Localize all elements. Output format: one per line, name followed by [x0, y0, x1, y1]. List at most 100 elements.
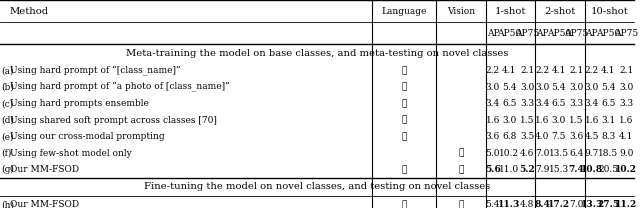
Text: ✓: ✓: [401, 132, 407, 141]
Text: 3.6: 3.6: [570, 132, 584, 141]
Text: 5.4: 5.4: [486, 200, 500, 208]
Text: 18.5: 18.5: [598, 149, 618, 158]
Text: Language: Language: [381, 7, 427, 16]
Text: 5.2: 5.2: [519, 165, 535, 174]
Text: 5.6: 5.6: [485, 165, 501, 174]
Text: Using our cross-modal prompting: Using our cross-modal prompting: [10, 132, 164, 141]
Text: Using hard prompts ensemble: Using hard prompts ensemble: [10, 99, 148, 108]
Text: 8.4: 8.4: [534, 200, 550, 208]
Text: 3.5: 3.5: [520, 132, 534, 141]
Text: 4.1: 4.1: [601, 66, 616, 75]
Text: 3.1: 3.1: [601, 116, 616, 125]
Text: 5.4: 5.4: [552, 83, 566, 92]
Text: 5.4: 5.4: [502, 83, 516, 92]
Text: 7.0: 7.0: [535, 149, 550, 158]
Text: ✓: ✓: [401, 165, 407, 174]
Text: 6.5: 6.5: [552, 99, 566, 108]
Text: Our MM-FSOD: Our MM-FSOD: [10, 200, 79, 208]
Text: Using hard prompt of “a photo of [class_name]”: Using hard prompt of “a photo of [class_…: [10, 82, 229, 92]
Text: 8.3: 8.3: [601, 132, 616, 141]
Text: ✓: ✓: [401, 200, 407, 208]
Text: 13.5: 13.5: [548, 149, 569, 158]
Text: 7.9: 7.9: [535, 165, 550, 174]
Text: AP50: AP50: [547, 29, 571, 38]
Text: (e): (e): [1, 132, 14, 141]
Text: ✓: ✓: [401, 83, 407, 92]
Text: ✓: ✓: [458, 165, 464, 174]
Text: 6.5: 6.5: [601, 99, 616, 108]
Text: 10-shot: 10-shot: [591, 7, 628, 16]
Text: AP: AP: [536, 29, 548, 38]
Text: (b): (b): [1, 83, 14, 92]
Text: ✓: ✓: [401, 99, 407, 108]
Text: (g): (g): [1, 165, 14, 174]
Text: 7.0: 7.0: [570, 200, 584, 208]
Text: 3.0: 3.0: [619, 83, 633, 92]
Text: 3.3: 3.3: [520, 99, 534, 108]
Text: 4.1: 4.1: [552, 66, 566, 75]
Text: 5.0: 5.0: [486, 149, 500, 158]
Text: 3.6: 3.6: [486, 132, 500, 141]
Text: (d): (d): [1, 116, 14, 125]
Text: 3.0: 3.0: [585, 83, 599, 92]
Text: 3.0: 3.0: [520, 83, 534, 92]
Text: (c): (c): [1, 99, 13, 108]
Text: 2.1: 2.1: [619, 66, 633, 75]
Text: 3.3: 3.3: [570, 99, 584, 108]
Text: 3.0: 3.0: [552, 116, 566, 125]
Text: 1.6: 1.6: [619, 116, 633, 125]
Text: 1.5: 1.5: [570, 116, 584, 125]
Text: 10.2: 10.2: [499, 149, 520, 158]
Text: ✓: ✓: [458, 149, 464, 158]
Text: AP: AP: [486, 29, 499, 38]
Text: 17.2: 17.2: [548, 200, 570, 208]
Text: 10.8: 10.8: [580, 165, 603, 174]
Text: 4.1: 4.1: [502, 66, 516, 75]
Text: 2.1: 2.1: [520, 66, 534, 75]
Text: 4.5: 4.5: [584, 132, 599, 141]
Text: 3.0: 3.0: [502, 116, 516, 125]
Text: 1-shot: 1-shot: [495, 7, 526, 16]
Text: 11.2: 11.2: [615, 200, 637, 208]
Text: 11.0: 11.0: [499, 165, 520, 174]
Text: 3.0: 3.0: [535, 83, 550, 92]
Text: 3.4: 3.4: [535, 99, 550, 108]
Text: 5.4: 5.4: [601, 83, 616, 92]
Text: 3.0: 3.0: [570, 83, 584, 92]
Text: 4.6: 4.6: [520, 149, 534, 158]
Text: ✓: ✓: [458, 200, 464, 208]
Text: 3.3: 3.3: [619, 99, 633, 108]
Text: 3.0: 3.0: [486, 83, 500, 92]
Text: 13.3: 13.3: [580, 200, 603, 208]
Text: 6.8: 6.8: [502, 132, 516, 141]
Text: Meta-training the model on base classes, and meta-testing on novel classes: Meta-training the model on base classes,…: [126, 49, 508, 58]
Text: 20.5: 20.5: [598, 165, 618, 174]
Text: 1.6: 1.6: [486, 116, 500, 125]
Text: 2.1: 2.1: [570, 66, 584, 75]
Text: 2.2: 2.2: [535, 66, 549, 75]
Text: AP50: AP50: [497, 29, 522, 38]
Text: 2.2: 2.2: [585, 66, 599, 75]
Text: (h): (h): [1, 200, 14, 208]
Text: 6.5: 6.5: [502, 99, 516, 108]
Text: (f): (f): [1, 149, 12, 158]
Text: 4.1: 4.1: [619, 132, 633, 141]
Text: 27.5: 27.5: [597, 200, 620, 208]
Text: 3.4: 3.4: [486, 99, 500, 108]
Text: 3.4: 3.4: [585, 99, 599, 108]
Text: 1.6: 1.6: [535, 116, 550, 125]
Text: 6.4: 6.4: [570, 149, 584, 158]
Text: Vision: Vision: [447, 7, 476, 16]
Text: Fine-tuning the model on novel classes, and testing on novel classes: Fine-tuning the model on novel classes, …: [144, 182, 490, 191]
Text: Using hard prompt of “[class_name]”: Using hard prompt of “[class_name]”: [10, 66, 180, 76]
Text: 9.7: 9.7: [584, 149, 599, 158]
Text: Using few-shot model only: Using few-shot model only: [10, 149, 131, 158]
Text: 1.5: 1.5: [520, 116, 534, 125]
Text: Our MM-FSOD: Our MM-FSOD: [10, 165, 79, 174]
Text: 11.3: 11.3: [498, 200, 520, 208]
Text: 7.5: 7.5: [552, 132, 566, 141]
Text: ✓: ✓: [401, 116, 407, 125]
Text: Method: Method: [10, 7, 49, 16]
Text: AP75: AP75: [515, 29, 540, 38]
Text: Using shared soft prompt across classes [70]: Using shared soft prompt across classes …: [10, 116, 216, 125]
